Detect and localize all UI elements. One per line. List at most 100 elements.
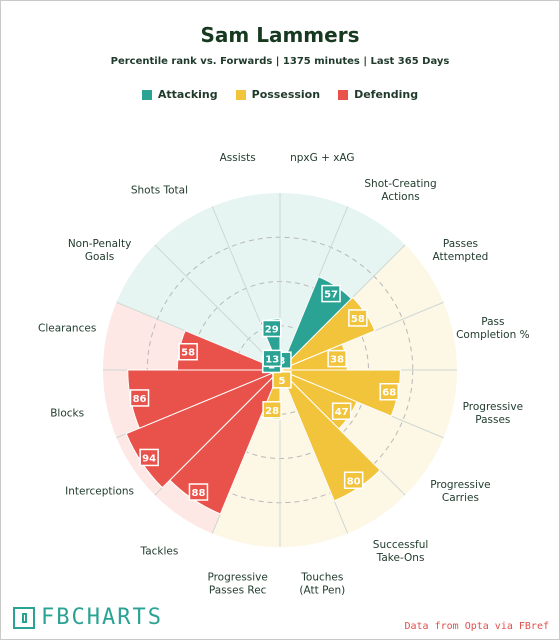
value-label-progressive-carries: 47 xyxy=(331,402,352,420)
axis-label-shot-creating-actions: Shot-Creating Actions xyxy=(364,178,436,203)
axis-label-line-npxg-xag-1: npxG + xAG xyxy=(290,152,355,164)
legend-swatch-possession xyxy=(235,89,246,100)
value-label-blocks: 86 xyxy=(129,389,150,407)
value-label-shot-creating-actions: 57 xyxy=(321,284,341,303)
axis-label-line-non-penalty-goals-2: Goals xyxy=(85,251,114,263)
axis-label-line-shot-creating-actions-2: Actions xyxy=(381,191,419,203)
value-label-successful-take-ons: 80 xyxy=(343,471,364,489)
value-label-box-shot-creating-actions xyxy=(321,284,341,303)
legend-label-possession: Possession xyxy=(251,88,321,101)
value-label-box-progressive-carries xyxy=(331,402,352,420)
value-label-tackles: 88 xyxy=(188,483,209,501)
value-label-box-shots-total xyxy=(262,349,282,368)
value-label-clearances: 58 xyxy=(178,342,198,361)
chart-title: Sam Lammers xyxy=(200,23,360,47)
axis-label-npxg-xag: npxG + xAG xyxy=(290,152,355,164)
background-sector-non-penalty-goals xyxy=(116,244,280,370)
value-label-box-tackles xyxy=(188,483,209,501)
axis-label-line-progressive-passes-2: Passes xyxy=(475,414,510,426)
value-label-progressive-passes-rec: 28 xyxy=(262,401,282,419)
value-label-shots-total: 13 xyxy=(262,349,282,368)
axis-label-line-progressive-passes-rec-2: Passes Rec xyxy=(209,584,267,596)
legend-label-defending: Defending xyxy=(354,88,419,101)
legend-swatch-attacking xyxy=(141,89,152,100)
grid-spoke-15 xyxy=(154,244,281,371)
axis-label-blocks: Blocks xyxy=(50,407,84,419)
axis-label-line-assists-1: Assists xyxy=(220,152,256,164)
axis-label-line-tackles-1: Tackles xyxy=(140,545,179,557)
axis-label-line-pass-completion-2: Completion % xyxy=(456,329,529,341)
value-label-text-blocks: 86 xyxy=(133,394,147,405)
value-label-text-assists: 29 xyxy=(265,324,279,335)
axis-label-line-progressive-passes-1: Progressive xyxy=(463,401,523,413)
logo-text: FBCHARTS xyxy=(41,605,163,630)
legend: Attacking Possession Defending xyxy=(1,88,559,101)
value-label-text-tackles: 88 xyxy=(191,488,205,499)
axis-label-touches-att-pen: Touches (Att Pen) xyxy=(299,571,345,596)
logo-icon xyxy=(13,606,35,629)
radar-value-labels: 35758386847805288894865821329 xyxy=(129,284,399,501)
legend-item-defending: Defending xyxy=(338,88,418,101)
background-sector-shots-total xyxy=(154,206,280,370)
axis-label-successful-take-ons: Successful Take-Ons xyxy=(373,539,429,564)
background-sector-touches-att-pen xyxy=(280,370,348,547)
value-label-progressive-passes: 68 xyxy=(379,382,399,401)
value-label-text-shots-total: 13 xyxy=(265,354,279,365)
value-label-interceptions: 94 xyxy=(139,448,159,467)
axis-label-line-successful-take-ons-2: Take-Ons xyxy=(376,552,425,564)
value-label-text-successful-take-ons: 80 xyxy=(347,476,361,487)
value-label-text-passes-attempted: 58 xyxy=(351,314,365,325)
axis-label-progressive-passes-rec: Progressive Passes Rec xyxy=(207,571,267,596)
axis-label-line-clearances-1: Clearances xyxy=(38,323,96,335)
axis-label-non-penalty-goals: Non-Penalty Goals xyxy=(68,238,131,263)
value-label-assists: 29 xyxy=(261,319,282,338)
value-label-text-pass-completion: 38 xyxy=(330,355,344,366)
radar-category-labels: npxG + xAG Shot-Creating Actions Passes Atte… xyxy=(38,152,530,596)
axis-label-line-progressive-passes-rec-1: Progressive xyxy=(207,571,267,583)
value-label-box-clearances xyxy=(178,342,198,361)
axis-label-line-pass-completion-1: Pass xyxy=(481,316,504,328)
axis-label-line-non-penalty-goals-1: Non-Penalty xyxy=(68,238,131,250)
value-label-text-progressive-passes-rec: 28 xyxy=(265,406,279,417)
axis-label-clearances: Clearances xyxy=(38,323,96,335)
value-label-box-assists xyxy=(261,319,282,338)
axis-label-interceptions: Interceptions xyxy=(65,486,134,498)
value-label-box-passes-attempted xyxy=(348,309,368,327)
legend-swatch-defending xyxy=(338,89,349,100)
value-label-box-progressive-passes xyxy=(379,382,399,401)
value-label-box-interceptions xyxy=(139,448,159,467)
value-label-text-progressive-carries: 47 xyxy=(335,407,349,418)
axis-label-line-blocks-1: Blocks xyxy=(50,407,84,419)
value-label-box-blocks xyxy=(129,389,150,407)
fbcharts-logo: FBCHARTS xyxy=(13,605,163,630)
value-label-box-successful-take-ons xyxy=(343,471,364,489)
value-label-text-interceptions: 94 xyxy=(142,453,156,464)
axis-label-line-shots-total-1: Shots Total xyxy=(131,185,188,197)
legend-label-attacking: Attacking xyxy=(157,88,218,101)
chart-subtitle: Percentile rank vs. Forwards | 1375 minu… xyxy=(110,56,450,67)
value-label-box-progressive-passes-rec xyxy=(262,401,282,419)
axis-label-passes-attempted: Passes Attempted xyxy=(433,238,489,263)
background-sector-npxg-xag xyxy=(280,193,348,370)
value-label-box-touches-att-pen xyxy=(272,371,292,389)
value-label-touches-att-pen: 5 xyxy=(272,371,292,389)
value-label-text-clearances: 58 xyxy=(181,348,195,359)
axis-label-line-progressive-carries-2: Carries xyxy=(442,492,479,504)
axis-label-progressive-carries: Progressive Carries xyxy=(430,479,490,504)
value-label-pass-completion: 38 xyxy=(327,349,347,368)
axis-label-pass-completion: Pass Completion % xyxy=(456,316,529,341)
value-label-passes-attempted: 58 xyxy=(348,309,368,327)
axis-label-line-touches-att-pen-1: Touches xyxy=(300,571,343,583)
value-label-box-pass-completion xyxy=(327,349,347,368)
axis-label-line-interceptions-1: Interceptions xyxy=(65,486,134,498)
radar-bars xyxy=(125,276,401,515)
axis-label-shots-total: Shots Total xyxy=(131,185,188,197)
axis-label-progressive-passes: Progressive Passes xyxy=(463,401,523,426)
axis-label-line-touches-att-pen-2: (Att Pen) xyxy=(299,584,345,596)
axis-label-line-passes-attempted-1: Passes xyxy=(443,238,478,250)
value-label-text-progressive-passes: 68 xyxy=(382,388,396,399)
axis-label-line-shot-creating-actions-1: Shot-Creating xyxy=(364,178,436,190)
legend-item-attacking: Attacking xyxy=(141,88,218,101)
value-label-text-touches-att-pen: 5 xyxy=(278,376,285,387)
